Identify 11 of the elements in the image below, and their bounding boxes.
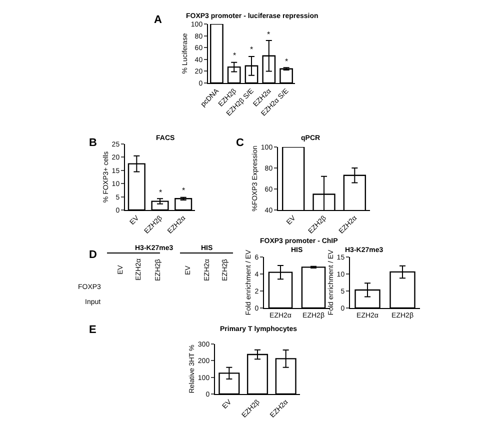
text: C bbox=[236, 137, 244, 149]
annotation: * bbox=[267, 30, 270, 39]
annotation: * bbox=[159, 188, 162, 197]
annotation: * bbox=[233, 51, 236, 60]
text: A bbox=[154, 14, 162, 26]
annotation: * bbox=[182, 186, 186, 195]
text: E bbox=[89, 324, 96, 336]
annotation: * bbox=[285, 57, 288, 66]
text: B bbox=[89, 137, 97, 149]
text: D bbox=[89, 249, 97, 261]
annotation: * bbox=[250, 45, 254, 54]
